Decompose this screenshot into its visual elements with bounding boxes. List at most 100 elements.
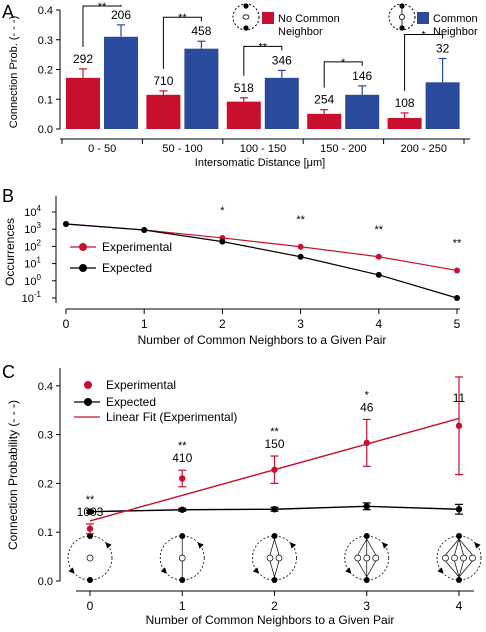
c-motif-edge xyxy=(357,538,368,556)
panel-b-y-axis-label: Occurrences xyxy=(3,218,17,286)
c-motif-edge xyxy=(274,560,280,578)
panel-c-x-axis-label: Number of Common Neighbors to a Given Pa… xyxy=(146,613,395,627)
b-data-point xyxy=(297,243,304,250)
a-ytick-label: 0.0 xyxy=(38,124,53,136)
a-significance-label: * xyxy=(341,57,346,69)
a-bar xyxy=(345,94,380,129)
c-xtick-label: 2 xyxy=(271,599,278,613)
c-motif-edge xyxy=(454,560,460,578)
legend-marker-c-expected xyxy=(84,398,92,406)
c-motif-neighbor xyxy=(86,554,94,562)
c-xtick-label: 1 xyxy=(179,599,186,613)
b-ytick-exponent: 2 xyxy=(37,238,42,247)
a-bar xyxy=(387,117,422,129)
c-motif-ring xyxy=(344,535,390,581)
c-motif-ring xyxy=(436,535,482,581)
panel-b-legend: Experimental Expected xyxy=(70,240,172,275)
a-count-label: 346 xyxy=(272,53,292,67)
a-bar xyxy=(104,36,138,129)
c-count-label: 410 xyxy=(172,451,192,465)
c-motif-node xyxy=(179,577,186,583)
a-significance-bracket xyxy=(323,61,363,88)
b-xtick-label: 2 xyxy=(219,317,226,331)
c-motif-node xyxy=(363,533,370,539)
b-data-point xyxy=(375,271,382,278)
b-xtick-label: 1 xyxy=(141,317,148,331)
c-ytick-label: 0.3 xyxy=(38,430,53,442)
c-data-point xyxy=(86,508,94,515)
c-xtick-label: 4 xyxy=(456,599,463,613)
b-significance-label: ** xyxy=(453,237,462,249)
legend-label-c-expected: Expected xyxy=(106,395,156,409)
c-ytick-label: 0.1 xyxy=(38,527,53,539)
c-motif-node xyxy=(456,577,462,583)
c-motif-neighbor xyxy=(460,554,467,562)
legend-marker-c-experimental xyxy=(84,381,92,389)
b-ytick-label: 102 xyxy=(24,238,41,253)
c-motif-ring xyxy=(67,535,113,581)
c-count-label: 11 xyxy=(453,391,466,405)
c-data-point xyxy=(455,506,463,513)
a-ytick-label: 0.2 xyxy=(38,65,53,77)
legend-swatch-common-neighbor xyxy=(417,12,429,24)
c-motif-node xyxy=(363,577,370,583)
c-ytick-label: 0.4 xyxy=(38,381,53,393)
b-significance-label: * xyxy=(220,205,225,217)
c-count-label: 46 xyxy=(360,400,374,414)
c-motif-node xyxy=(456,533,462,539)
a-count-label: 518 xyxy=(234,81,254,95)
c-motif-neighbor xyxy=(354,554,362,562)
c-data-point xyxy=(86,525,94,532)
c-motif-diagram xyxy=(344,533,390,583)
b-ytick-exponent: 1 xyxy=(37,256,42,265)
c-significance-label: ** xyxy=(178,440,187,452)
c-motif-node xyxy=(271,533,278,539)
c-count-label: 150 xyxy=(264,437,284,451)
b-significance-label: ** xyxy=(375,224,384,236)
b-ytick-label: 101 xyxy=(24,256,41,271)
c-ytick-label: 0.0 xyxy=(38,576,53,588)
b-ytick-exponent: 0 xyxy=(37,273,42,282)
c-motif-diagram xyxy=(159,533,205,583)
a-count-label: 458 xyxy=(191,24,211,38)
c-motif-neighbor xyxy=(372,554,380,562)
b-data-point xyxy=(141,226,148,233)
legend-marker-experimental xyxy=(79,243,87,251)
panel-b-x-axis-label: Number of Common Neighbors to a Given Pa… xyxy=(138,333,387,347)
c-motif-neighbor xyxy=(451,554,458,562)
c-significance-label: * xyxy=(365,389,370,401)
b-significance-label: ** xyxy=(296,214,305,226)
a-category-label: 50 - 100 xyxy=(162,143,202,155)
a-significance-label: ** xyxy=(98,1,107,13)
a-significance-label: ** xyxy=(259,41,268,53)
a-bar xyxy=(146,94,181,129)
legend-swatch-no-common-neighbor xyxy=(262,12,274,24)
legend-label-no-common-neighbor-line2: Neighbor xyxy=(278,26,323,38)
b-ytick-exponent: 3 xyxy=(37,221,42,230)
a-count-label: 206 xyxy=(111,8,131,22)
b-xtick-label: 3 xyxy=(297,317,304,331)
c-data-point xyxy=(455,422,463,429)
b-data-point xyxy=(297,253,304,260)
c-motif-neighbor xyxy=(266,554,274,562)
a-ytick-label: 0.3 xyxy=(38,35,53,47)
a-significance-bracket xyxy=(243,45,283,76)
c-motif-neighbor xyxy=(363,554,371,562)
a-significance-label: ** xyxy=(178,12,187,24)
c-significance-label: ** xyxy=(270,426,279,438)
a-significance-bracket xyxy=(82,4,122,47)
c-motif-edge xyxy=(445,538,460,556)
b-ytick-label: 104 xyxy=(24,204,41,219)
a-significance-label: * xyxy=(421,29,426,41)
c-ytick-label: 0.2 xyxy=(38,478,53,490)
a-significance-bracket xyxy=(404,33,444,91)
a-category-label: 100 - 150 xyxy=(240,143,286,155)
legend-diagram-common-neighbor xyxy=(388,3,416,31)
c-data-point xyxy=(363,503,370,510)
legend-label-c-linear-fit: Linear Fit (Experimental) xyxy=(106,410,237,424)
b-data-point xyxy=(219,238,226,245)
c-motif-neighbor xyxy=(442,554,449,562)
c-motif-edge xyxy=(366,538,377,556)
